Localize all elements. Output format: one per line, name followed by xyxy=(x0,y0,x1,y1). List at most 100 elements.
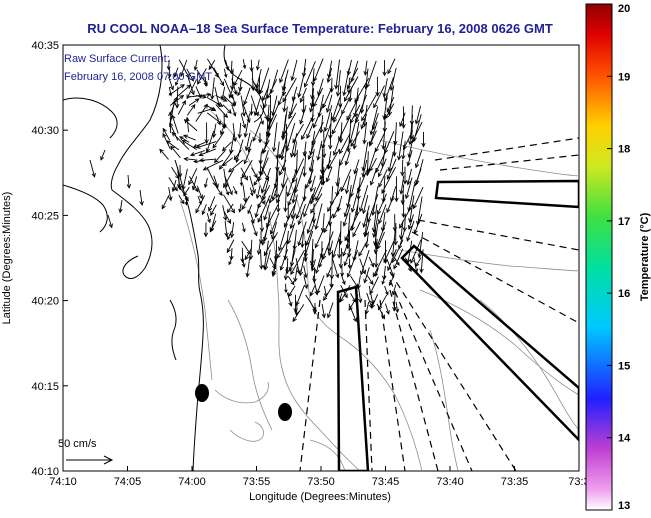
current-vector xyxy=(387,58,396,75)
current-vector xyxy=(204,122,209,145)
current-vector xyxy=(271,186,278,202)
marker-dot xyxy=(195,384,209,402)
current-vector xyxy=(215,94,228,102)
current-vector xyxy=(386,158,397,180)
current-vectors xyxy=(89,58,426,323)
current-vector xyxy=(323,284,334,302)
scale-label: 50 cm/s xyxy=(58,438,97,450)
current-vector xyxy=(267,103,279,130)
current-vector xyxy=(180,59,188,78)
current-vector xyxy=(376,231,385,250)
current-vector xyxy=(326,266,332,278)
current-vector xyxy=(349,168,359,198)
current-vector xyxy=(191,176,198,191)
current-vector xyxy=(369,130,377,146)
current-vector xyxy=(201,204,207,216)
current-vector xyxy=(187,77,195,96)
current-vector xyxy=(306,212,316,234)
current-vector xyxy=(184,196,189,206)
current-vector xyxy=(290,194,298,220)
y-tick-label: 40:35 xyxy=(31,40,59,52)
current-vector xyxy=(241,222,246,233)
current-vector xyxy=(161,194,170,210)
current-vector xyxy=(293,266,298,283)
current-vector xyxy=(262,86,270,102)
current-vector xyxy=(183,134,196,141)
current-vector xyxy=(224,175,233,196)
current-vector xyxy=(215,114,221,126)
current-vector xyxy=(247,204,253,215)
current-vector xyxy=(278,140,287,159)
current-vector xyxy=(255,185,261,200)
current-vector xyxy=(315,186,323,202)
current-vector xyxy=(289,133,298,158)
current-vector xyxy=(173,67,179,78)
radial-line xyxy=(417,219,579,251)
current-vector xyxy=(394,176,399,203)
current-vector xyxy=(276,194,281,213)
legend-line-2: February 16, 2008 07:00 GMT xyxy=(64,71,212,83)
current-vector xyxy=(249,103,254,116)
current-vector xyxy=(342,205,351,227)
current-vector xyxy=(361,194,369,215)
current-vector xyxy=(326,302,334,319)
scale-arrow: 50 cm/s xyxy=(58,438,114,465)
current-vector xyxy=(352,221,361,238)
current-vector xyxy=(361,159,368,178)
current-vector xyxy=(344,213,359,242)
radial-line xyxy=(379,299,406,471)
current-vector xyxy=(193,59,198,71)
current-vector xyxy=(198,157,216,163)
current-vector xyxy=(228,86,234,99)
current-vector xyxy=(171,131,190,150)
current-vector xyxy=(295,285,305,307)
current-vector xyxy=(378,168,388,188)
current-vector xyxy=(373,85,385,109)
current-vector xyxy=(386,195,394,214)
current-vector xyxy=(321,130,327,159)
current-vector xyxy=(257,76,262,95)
current-vector xyxy=(399,175,405,195)
current-vector xyxy=(357,285,363,304)
current-vector xyxy=(381,275,386,285)
current-vector xyxy=(222,157,234,167)
x-tick-label: 74:10 xyxy=(49,476,77,488)
current-vector xyxy=(415,257,422,268)
current-vector xyxy=(253,176,260,186)
current-vector xyxy=(288,103,298,120)
current-vector xyxy=(186,68,194,82)
current-vector xyxy=(170,145,181,158)
x-tick-label: 73:50 xyxy=(307,476,335,488)
current-vector xyxy=(375,76,380,97)
current-vector xyxy=(412,186,424,210)
current-vector xyxy=(298,256,305,277)
current-vector xyxy=(259,214,265,233)
current-vector xyxy=(393,223,398,246)
current-vector xyxy=(181,168,188,191)
current-vector xyxy=(353,159,360,175)
current-vector xyxy=(237,86,243,97)
current-vector xyxy=(350,131,360,147)
current-vector xyxy=(177,84,192,97)
current-vector xyxy=(223,168,235,189)
current-vector xyxy=(177,164,183,179)
current-vector xyxy=(231,106,237,117)
current-vector xyxy=(352,121,360,150)
current-vector xyxy=(263,204,270,221)
current-vector xyxy=(314,203,323,231)
y-axis-ticks: 40:35 40:30 40:25 40:20 40:15 40:10 xyxy=(31,40,68,478)
current-vector xyxy=(363,60,368,76)
current-vector xyxy=(309,96,315,113)
current-vector xyxy=(195,195,206,214)
current-vector xyxy=(340,169,352,193)
current-vector xyxy=(319,241,325,259)
current-vector xyxy=(279,59,289,84)
current-vector xyxy=(407,214,414,230)
x-tick-label: 74:05 xyxy=(114,476,142,488)
current-vector xyxy=(241,159,253,179)
current-vector xyxy=(229,222,235,239)
current-vector xyxy=(257,194,271,223)
current-vector xyxy=(271,258,278,278)
bathymetry-contour xyxy=(229,421,264,442)
current-vector xyxy=(89,159,96,178)
